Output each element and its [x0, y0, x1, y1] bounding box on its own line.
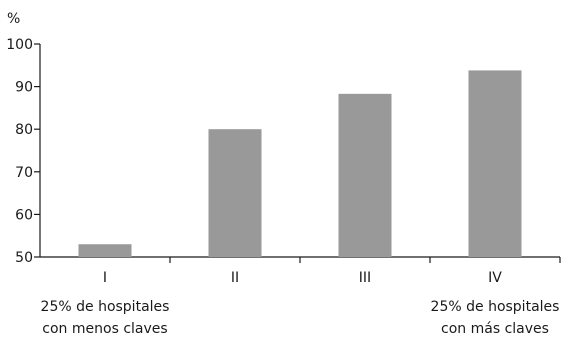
annotation-line: con menos claves — [42, 321, 167, 337]
x-tick-label: II — [231, 270, 239, 286]
annotation-line: 25% de hospitales — [41, 299, 170, 315]
bar-III — [338, 93, 392, 257]
bar-II — [208, 129, 262, 257]
y-tick-label: 70 — [15, 165, 33, 181]
annotation-line: con más claves — [441, 321, 549, 337]
y-tick-label: 100 — [6, 37, 33, 53]
x-tick-label: III — [359, 270, 371, 286]
x-tick-label: IV — [488, 270, 502, 286]
bar-IV — [468, 70, 522, 257]
category-labels: I II III IV — [103, 270, 502, 286]
bars-group — [78, 70, 522, 257]
y-unit-label: % — [7, 11, 20, 27]
y-tick-label: 80 — [15, 122, 33, 138]
x-tick-label: I — [103, 270, 107, 286]
x-axis — [40, 256, 561, 263]
annotation-line: 25% de hospitales — [431, 299, 560, 315]
y-tick-label: 90 — [15, 80, 33, 96]
y-tick-label: 60 — [15, 207, 33, 223]
bar-I — [78, 244, 132, 257]
y-tick-label: 50 — [15, 250, 33, 266]
annotations: 25% de hospitales con menos claves 25% de … — [41, 299, 560, 337]
y-axis: 50 60 70 80 90 100 — [6, 37, 41, 266]
